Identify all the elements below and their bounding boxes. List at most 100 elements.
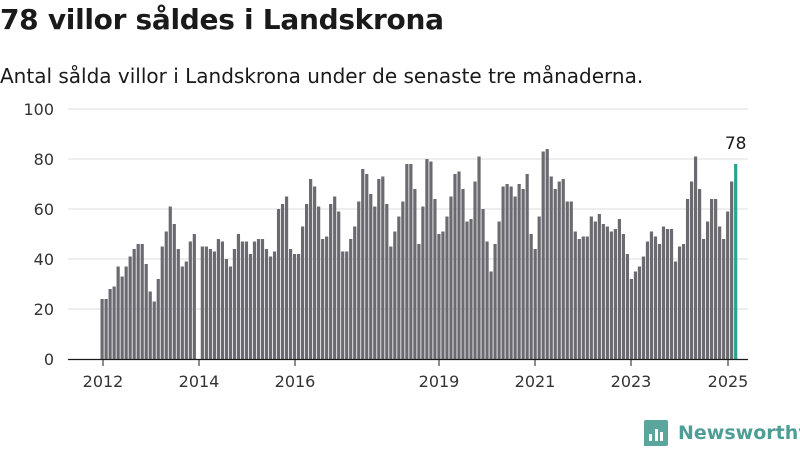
- bar: [264, 249, 269, 359]
- bar: [313, 186, 317, 359]
- bar: [505, 184, 509, 359]
- bar: [381, 176, 385, 359]
- bar: [625, 254, 630, 359]
- bar: [545, 149, 549, 359]
- bar: [244, 241, 249, 359]
- bar: [248, 254, 253, 359]
- bar: [601, 224, 605, 359]
- bar: [172, 224, 176, 359]
- bar: [465, 221, 469, 359]
- bar: [549, 176, 553, 359]
- bar: [104, 299, 108, 359]
- bar: [164, 231, 168, 359]
- bar: [100, 299, 104, 359]
- bar: [730, 181, 734, 359]
- bar: [220, 241, 224, 359]
- bar: [393, 231, 397, 359]
- bar: [136, 244, 140, 359]
- bar: [228, 266, 233, 359]
- bar-latest: [734, 164, 738, 359]
- bar: [485, 241, 489, 359]
- bar: [409, 164, 413, 359]
- bar: [292, 254, 297, 359]
- bar: [529, 234, 533, 359]
- bar: [148, 291, 152, 359]
- bar: [385, 204, 389, 359]
- bar: [722, 239, 726, 359]
- bar: [629, 279, 634, 359]
- bar: [621, 234, 625, 359]
- bar: [597, 214, 601, 359]
- bar: [593, 221, 597, 359]
- latest-value-label: 78: [725, 134, 747, 154]
- bar: [718, 226, 722, 359]
- bar: [132, 249, 136, 359]
- bar: [405, 164, 409, 359]
- bar: [309, 179, 313, 359]
- bar: [369, 194, 373, 359]
- bar: [252, 241, 257, 359]
- bar: [325, 236, 329, 359]
- bar: [541, 151, 545, 359]
- bar: [589, 216, 593, 359]
- bar: [397, 216, 401, 359]
- bar: [617, 219, 621, 359]
- bar: [216, 239, 220, 359]
- x-tick-label: 2023: [611, 372, 652, 391]
- bar: [633, 271, 638, 359]
- bar: [120, 276, 124, 359]
- bar: [521, 189, 525, 359]
- bar: [645, 241, 650, 359]
- bar: [417, 244, 421, 359]
- bar: [377, 179, 381, 359]
- bar: [685, 199, 690, 359]
- bar: [353, 226, 357, 359]
- bar: [341, 251, 345, 359]
- bar: [441, 231, 445, 359]
- bar: [268, 256, 273, 359]
- y-tick-label: 80: [34, 150, 54, 169]
- bar: [168, 206, 172, 359]
- bar: [677, 246, 682, 359]
- x-tick-label: 2014: [179, 372, 220, 391]
- bar: [128, 256, 132, 359]
- bar: [673, 261, 678, 359]
- bar: [317, 206, 321, 359]
- bar: [641, 256, 646, 359]
- bar: [152, 301, 156, 359]
- bar: [653, 236, 658, 359]
- y-tick-label: 40: [34, 250, 54, 269]
- bar: [706, 221, 710, 359]
- bar: [349, 239, 353, 359]
- bar: [329, 204, 333, 359]
- bar: [609, 231, 613, 359]
- bar: [361, 169, 365, 359]
- y-tick-label: 100: [23, 100, 54, 119]
- bar: [365, 174, 369, 359]
- bar: [649, 231, 654, 359]
- bar: [204, 246, 208, 359]
- bar: [284, 196, 289, 359]
- bar: [481, 209, 485, 359]
- bar: [637, 266, 642, 359]
- chart-subtitle: Antal sålda villor i Landskrona under de…: [0, 64, 644, 88]
- bar: [112, 286, 116, 359]
- y-tick-label: 0: [44, 350, 54, 369]
- bar: [401, 201, 405, 359]
- bar: [192, 234, 196, 359]
- bar: [296, 254, 301, 359]
- bar: [569, 201, 573, 359]
- bar: [108, 289, 112, 359]
- bar: [681, 244, 686, 359]
- bar: [256, 239, 261, 359]
- bar: [276, 209, 281, 359]
- bar: [429, 161, 433, 359]
- bar: [457, 171, 461, 359]
- bar: [188, 241, 192, 359]
- bar: [301, 226, 305, 359]
- bar: [156, 279, 160, 359]
- bar: [212, 251, 216, 359]
- bar: [585, 236, 589, 359]
- bar: [693, 156, 698, 359]
- bar: [305, 204, 309, 359]
